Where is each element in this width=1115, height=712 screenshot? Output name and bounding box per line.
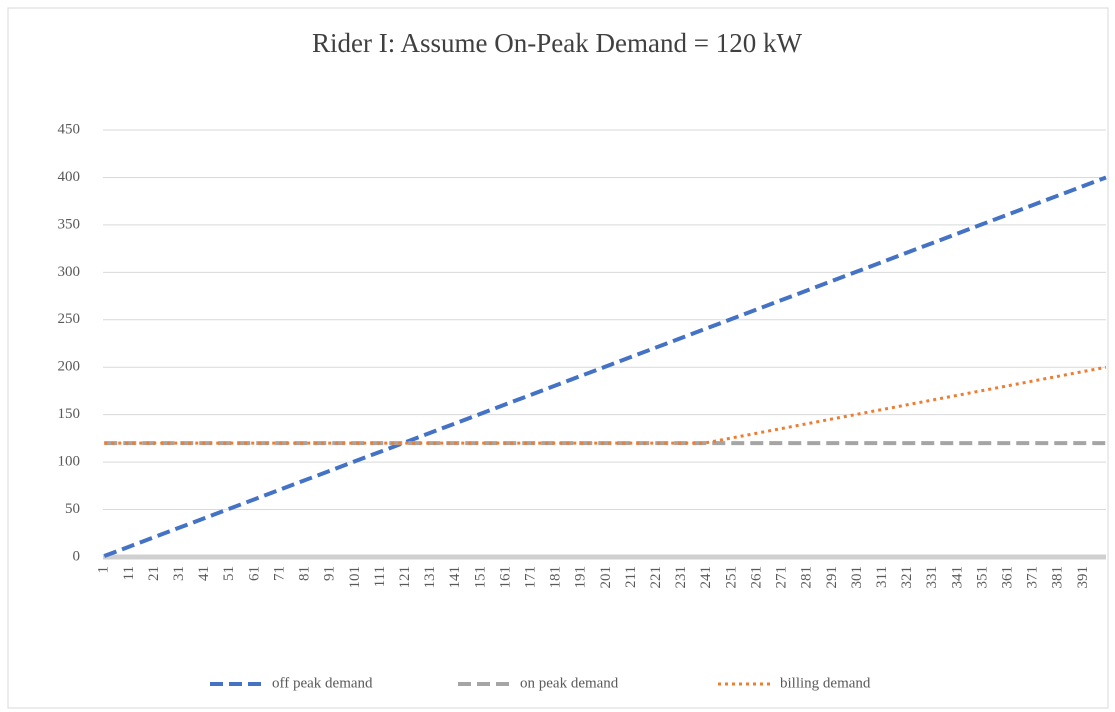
x-tick-label: 241 (698, 566, 714, 589)
y-tick-label: 0 (73, 548, 81, 564)
x-tick-label: 271 (774, 566, 790, 589)
x-tick-label: 61 (246, 566, 262, 581)
x-tick-label: 91 (322, 566, 338, 581)
x-tick-label: 191 (573, 566, 589, 589)
x-tick-label: 111 (372, 566, 388, 587)
x-tick-label: 371 (1025, 566, 1041, 589)
x-tick-label: 381 (1050, 566, 1066, 589)
y-tick-label: 350 (58, 216, 81, 232)
y-tick-label: 150 (58, 406, 81, 422)
legend-label: billing demand (780, 675, 871, 691)
legend-label: on peak demand (520, 675, 619, 691)
x-tick-label: 391 (1075, 566, 1091, 589)
x-tick-label: 281 (799, 566, 815, 589)
x-tick-label: 331 (924, 566, 940, 589)
chart-title: Rider I: Assume On-Peak Demand = 120 kW (312, 28, 802, 58)
x-tick-label: 181 (548, 566, 564, 589)
y-tick-label: 50 (65, 501, 80, 517)
x-tick-label: 121 (397, 566, 413, 589)
x-tick-label: 11 (121, 566, 137, 580)
x-tick-label: 221 (648, 566, 664, 589)
x-tick-label: 21 (146, 566, 162, 581)
x-tick-label: 161 (497, 566, 513, 589)
x-tick-label: 251 (723, 566, 739, 589)
x-tick-label: 361 (1000, 566, 1016, 589)
x-tick-label: 171 (523, 566, 539, 589)
series-line (103, 175, 1107, 558)
x-tick-label: 151 (472, 566, 488, 589)
chart-border (7, 7, 1109, 709)
x-tick-label: 211 (623, 566, 639, 588)
x-tick-label: 301 (849, 566, 865, 589)
x-tick-label: 231 (673, 566, 689, 589)
x-tick-label: 1 (96, 566, 112, 574)
x-tick-label: 31 (171, 566, 187, 581)
x-tick-label: 141 (447, 566, 463, 589)
y-tick-label: 300 (58, 264, 81, 280)
legend-label: off peak demand (272, 675, 373, 691)
x-tick-label: 261 (748, 566, 764, 589)
x-tick-label: 291 (824, 566, 840, 589)
x-tick-label: 321 (899, 566, 915, 589)
y-tick-label: 250 (58, 311, 81, 327)
x-tick-label: 351 (974, 566, 990, 589)
x-tick-label: 131 (422, 566, 438, 589)
x-tick-label: 341 (949, 566, 965, 589)
y-tick-label: 400 (58, 169, 81, 185)
y-tick-label: 450 (58, 121, 81, 137)
x-tick-label: 71 (271, 566, 287, 581)
x-tick-label: 201 (598, 566, 614, 589)
x-tick-label: 311 (874, 566, 890, 588)
y-tick-label: 100 (58, 454, 81, 470)
x-tick-label: 81 (297, 566, 313, 581)
y-tick-label: 200 (58, 359, 81, 375)
x-tick-label: 41 (196, 566, 212, 581)
x-tick-label: 51 (221, 566, 237, 581)
x-tick-label: 101 (347, 566, 363, 589)
